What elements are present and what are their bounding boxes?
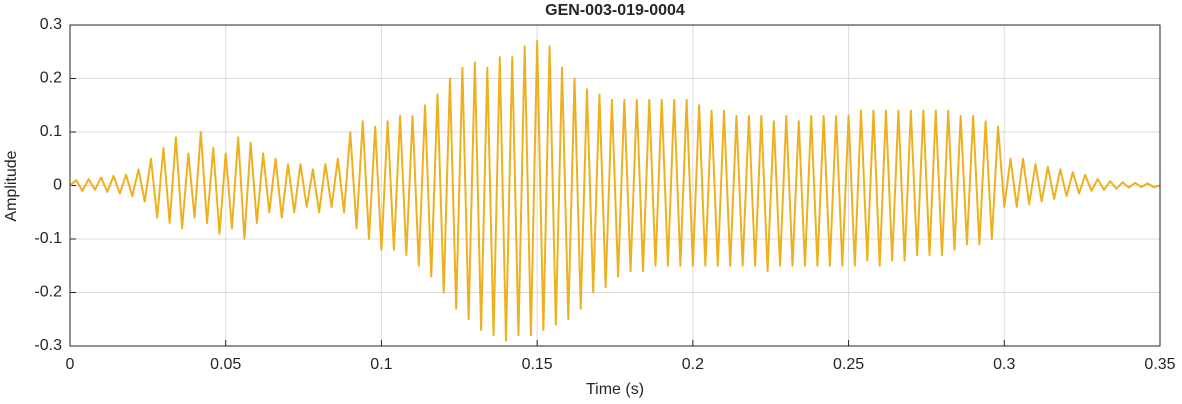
- y-tick-label: 0.3: [40, 16, 62, 33]
- y-tick-label: -0.3: [34, 337, 62, 354]
- plot-frame: [69, 24, 1161, 347]
- y-tick-label: 0: [53, 177, 62, 194]
- x-tick-label: 0.1: [370, 356, 392, 373]
- y-tick-label: 0.1: [40, 123, 62, 140]
- x-tick-label: 0.2: [682, 356, 704, 373]
- x-tick-label: 0.3: [993, 356, 1015, 373]
- x-tick-label: 0.05: [210, 356, 241, 373]
- waveform: [69, 40, 1161, 342]
- y-tick-label: -0.1: [34, 230, 62, 247]
- chart-title: GEN-003-019-0004: [545, 2, 685, 19]
- x-tick-label: 0.35: [1144, 356, 1175, 373]
- y-axis-label: Amplitude: [3, 150, 20, 221]
- y-tick-label: -0.2: [34, 284, 62, 301]
- x-tick-label: 0.15: [522, 356, 553, 373]
- x-tick-label: 0: [66, 356, 75, 373]
- x-tick-label: 0.25: [833, 356, 864, 373]
- x-axis-label: Time (s): [586, 381, 644, 398]
- y-tick-label: 0.2: [40, 70, 62, 87]
